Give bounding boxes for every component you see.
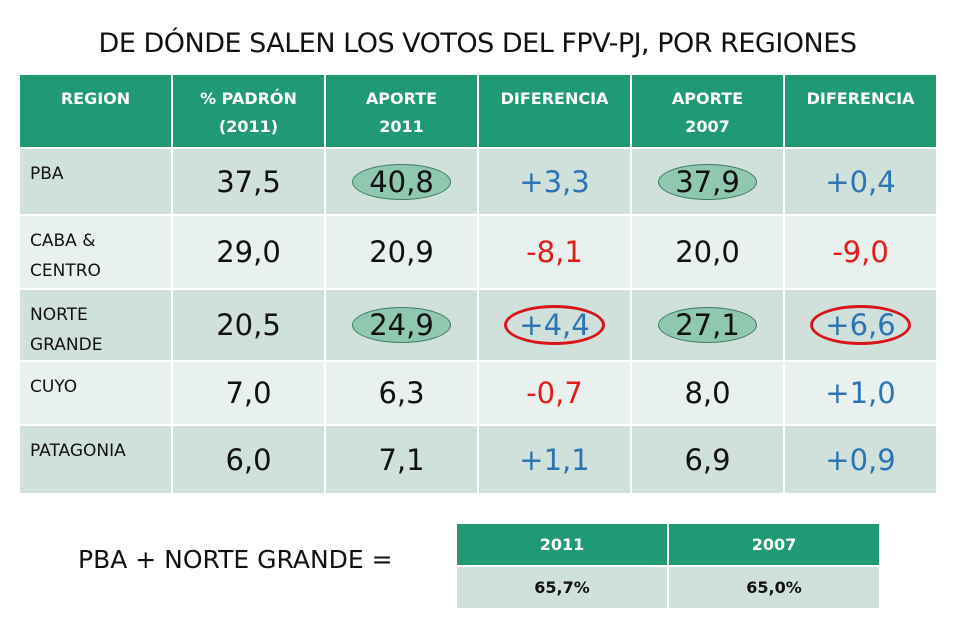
summary-label: PBA + NORTE GRANDE = xyxy=(78,545,393,574)
aporte-2011-cell: 24,9 xyxy=(324,288,479,362)
summary-header-2011: 2011 xyxy=(455,522,669,567)
aporte-2011-cell: 40,8 xyxy=(324,147,479,216)
header-diferencia-2011: DIFERENCIA xyxy=(477,73,632,149)
diferencia-2011-value: +4,4 xyxy=(504,305,605,345)
aporte-2007-value: 6,9 xyxy=(684,442,731,477)
aporte-2007-value: 37,9 xyxy=(658,163,757,200)
table-row: NORTE GRANDE 20,5 24,9 +4,4 27,1 +6,6 xyxy=(18,288,938,362)
aporte-2011-value: 6,3 xyxy=(378,376,425,410)
regions-table: REGION % PADRÓN (2011) APORTE 2011 DIFER… xyxy=(18,73,938,495)
padron-cell: 37,5 xyxy=(171,147,326,216)
summary-header-2007: 2007 xyxy=(667,522,881,567)
table-row: PATAGONIA 6,0 7,1 +1,1 6,9 +0,9 xyxy=(18,424,938,495)
padron-cell: 7,0 xyxy=(171,360,326,426)
diferencia-2011-cell: +4,4 xyxy=(477,288,632,362)
aporte-2011-value: 7,1 xyxy=(378,442,425,477)
padron-cell: 20,5 xyxy=(171,288,326,362)
header-row: REGION % PADRÓN (2011) APORTE 2011 DIFER… xyxy=(18,73,938,149)
aporte-2011-cell: 7,1 xyxy=(324,424,479,495)
aporte-2007-cell: 8,0 xyxy=(630,360,785,426)
region-cell: CABA & CENTRO xyxy=(18,214,173,290)
aporte-2007-value: 8,0 xyxy=(684,376,731,410)
aporte-2011-value: 20,9 xyxy=(369,235,434,269)
table-row: CABA & CENTRO 29,0 20,9 -8,1 20,0 -9,0 xyxy=(18,214,938,290)
diferencia-2011-cell: +3,3 xyxy=(477,147,632,216)
table-row: PBA 37,5 40,8 +3,3 37,9 +0,4 xyxy=(18,147,938,216)
diferencia-2011-value: +1,1 xyxy=(519,442,590,477)
padron-cell: 29,0 xyxy=(171,214,326,290)
aporte-2007-cell: 20,0 xyxy=(630,214,785,290)
diferencia-2007-cell: +0,4 xyxy=(783,147,938,216)
diferencia-2007-value: -9,0 xyxy=(832,235,889,269)
diferencia-2011-value: -8,1 xyxy=(526,235,583,269)
diferencia-2011-cell: -8,1 xyxy=(477,214,632,290)
region-value: PBA xyxy=(30,164,64,184)
padron-value: 37,5 xyxy=(216,164,281,199)
header-aporte-2011: APORTE 2011 xyxy=(324,73,479,149)
aporte-2007-value: 20,0 xyxy=(675,235,740,269)
region-cell: PBA xyxy=(18,147,173,216)
aporte-2011-cell: 6,3 xyxy=(324,360,479,426)
aporte-2007-cell: 37,9 xyxy=(630,147,785,216)
region-value: CABA & CENTRO xyxy=(30,231,101,281)
header-region: REGION xyxy=(18,73,173,149)
padron-value: 6,0 xyxy=(225,442,272,477)
region-value: CUYO xyxy=(30,377,78,397)
aporte-2007-cell: 27,1 xyxy=(630,288,785,362)
diferencia-2011-cell: -0,7 xyxy=(477,360,632,426)
table-row: CUYO 7,0 6,3 -0,7 8,0 +1,0 xyxy=(18,360,938,426)
region-cell: PATAGONIA xyxy=(18,424,173,495)
aporte-2007-cell: 6,9 xyxy=(630,424,785,495)
padron-value: 20,5 xyxy=(216,308,281,342)
padron-value: 7,0 xyxy=(225,376,272,410)
diferencia-2007-cell: -9,0 xyxy=(783,214,938,290)
diferencia-2007-cell: +0,9 xyxy=(783,424,938,495)
diferencia-2007-value: +0,9 xyxy=(825,442,896,477)
region-cell: CUYO xyxy=(18,360,173,426)
padron-cell: 6,0 xyxy=(171,424,326,495)
summary-value-2007: 65,0% xyxy=(667,565,881,610)
summary-value-2011: 65,7% xyxy=(455,565,669,610)
diferencia-2011-value: -0,7 xyxy=(526,376,583,410)
summary-table: 2011 2007 65,7% 65,0% xyxy=(455,522,881,610)
aporte-2011-value: 40,8 xyxy=(352,163,451,200)
header-diferencia-2007: DIFERENCIA xyxy=(783,73,938,149)
region-value: NORTE GRANDE xyxy=(30,305,103,355)
aporte-2007-value: 27,1 xyxy=(658,307,757,343)
region-cell: NORTE GRANDE xyxy=(18,288,173,362)
header-aporte-2007: APORTE 2007 xyxy=(630,73,785,149)
diferencia-2011-value: +3,3 xyxy=(519,164,590,199)
header-padron: % PADRÓN (2011) xyxy=(171,73,326,149)
slide-title: DE DÓNDE SALEN LOS VOTOS DEL FPV-PJ, POR… xyxy=(98,28,857,59)
aporte-2011-value: 24,9 xyxy=(352,307,451,343)
diferencia-2007-value: +6,6 xyxy=(810,305,911,345)
region-value: PATAGONIA xyxy=(30,441,126,461)
diferencia-2007-value: +1,0 xyxy=(825,376,896,410)
diferencia-2007-cell: +6,6 xyxy=(783,288,938,362)
aporte-2011-cell: 20,9 xyxy=(324,214,479,290)
padron-value: 29,0 xyxy=(216,235,281,269)
diferencia-2007-value: +0,4 xyxy=(825,164,896,199)
diferencia-2011-cell: +1,1 xyxy=(477,424,632,495)
diferencia-2007-cell: +1,0 xyxy=(783,360,938,426)
